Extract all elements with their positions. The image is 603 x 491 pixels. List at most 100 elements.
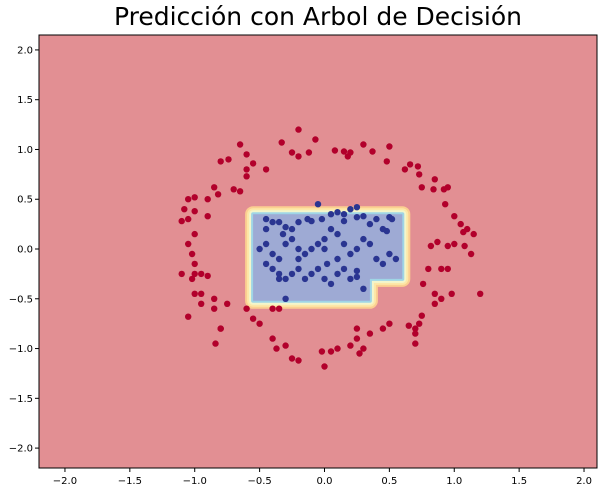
- data-point-class-0: [425, 265, 432, 273]
- data-point-class-1: [340, 240, 348, 248]
- data-point-class-1: [282, 295, 289, 302]
- data-point-class-0: [295, 126, 302, 133]
- data-point-class-0: [383, 158, 390, 165]
- data-point-class-0: [431, 300, 438, 307]
- data-point-class-0: [334, 345, 341, 352]
- data-point-class-0: [434, 238, 441, 246]
- data-point-class-1: [282, 223, 289, 231]
- data-point-class-0: [249, 160, 257, 167]
- data-point-class-0: [273, 345, 280, 352]
- data-point-class-0: [181, 206, 188, 213]
- data-point-class-0: [347, 149, 354, 156]
- data-point-class-0: [360, 345, 367, 352]
- data-point-class-0: [366, 330, 374, 337]
- data-point-class-0: [185, 215, 192, 223]
- data-point-class-0: [340, 148, 348, 155]
- data-point-class-0: [451, 213, 458, 220]
- data-point-class-0: [444, 184, 451, 191]
- data-point-class-0: [305, 149, 313, 156]
- data-point-class-0: [295, 153, 302, 160]
- data-point-class-0: [312, 136, 319, 143]
- data-point-class-0: [204, 213, 211, 220]
- data-point-class-0: [191, 270, 198, 278]
- data-point-class-0: [295, 357, 302, 364]
- data-point-class-0: [321, 363, 328, 370]
- data-point-class-0: [405, 322, 412, 329]
- data-point-class-0: [444, 242, 451, 250]
- data-point-class-1: [321, 235, 328, 243]
- data-point-class-0: [191, 260, 198, 268]
- data-point-class-0: [211, 305, 218, 312]
- data-point-class-0: [185, 313, 192, 320]
- data-point-class-1: [269, 265, 276, 273]
- data-point-class-0: [214, 191, 222, 198]
- y-tick-label: −0.5: [9, 294, 33, 305]
- data-point-class-1: [327, 225, 335, 233]
- data-point-class-0: [243, 305, 250, 312]
- data-point-class-1: [340, 217, 348, 225]
- data-point-class-1: [379, 260, 387, 268]
- data-point-class-1: [275, 270, 283, 278]
- x-tick-label: 1.5: [511, 476, 527, 487]
- data-point-class-1: [334, 209, 341, 216]
- data-point-class-0: [331, 147, 339, 154]
- data-point-class-0: [188, 275, 196, 283]
- data-point-class-1: [314, 265, 322, 273]
- data-point-class-0: [451, 240, 458, 248]
- data-point-class-0: [211, 295, 218, 302]
- data-point-class-0: [461, 242, 468, 250]
- data-point-class-1: [262, 215, 270, 223]
- y-tick-label: −1.0: [9, 344, 33, 355]
- data-point-class-0: [418, 312, 425, 319]
- data-point-class-0: [217, 325, 224, 332]
- data-point-class-0: [412, 340, 419, 347]
- data-point-class-0: [431, 290, 438, 297]
- y-tick-label: 2.0: [17, 45, 33, 56]
- data-point-class-1: [353, 214, 361, 221]
- data-point-class-1: [314, 201, 322, 208]
- y-axis: 2.0 1.5 1.0 0.5 0.0 −0.5 −1.0 −1.5 −2.0: [9, 45, 39, 455]
- data-point-class-1: [295, 265, 302, 273]
- data-point-class-0: [243, 166, 250, 173]
- data-point-class-1: [275, 218, 283, 226]
- data-point-class-1: [318, 215, 326, 223]
- data-point-class-0: [347, 342, 354, 349]
- data-point-class-1: [327, 280, 335, 288]
- data-point-class-1: [373, 255, 380, 263]
- data-point-class-0: [230, 186, 237, 193]
- region-fill: [253, 214, 403, 301]
- data-point-class-1: [308, 217, 315, 225]
- data-point-class-1: [366, 240, 374, 248]
- data-point-class-0: [467, 250, 475, 258]
- data-point-class-0: [444, 265, 451, 273]
- data-point-class-0: [178, 217, 185, 225]
- data-point-class-1: [269, 218, 276, 226]
- data-point-class-1: [288, 225, 296, 233]
- data-point-class-1: [347, 250, 354, 258]
- data-point-class-0: [431, 176, 438, 183]
- data-point-class-1: [353, 273, 361, 281]
- data-point-class-0: [416, 171, 423, 178]
- data-point-class-0: [460, 228, 467, 236]
- data-point-class-1: [275, 255, 283, 263]
- data-point-class-1: [288, 270, 296, 278]
- data-point-class-1: [347, 206, 354, 213]
- data-point-class-1: [353, 267, 361, 275]
- data-point-class-1: [366, 220, 374, 228]
- data-point-class-1: [282, 240, 289, 248]
- data-point-class-0: [225, 156, 232, 163]
- data-point-class-0: [448, 290, 455, 297]
- data-point-class-0: [318, 348, 326, 355]
- data-point-class-0: [327, 348, 335, 355]
- x-tick-label: 2.0: [576, 476, 592, 487]
- data-point-class-0: [204, 272, 211, 280]
- data-point-class-0: [416, 320, 423, 327]
- data-point-class-0: [211, 184, 218, 191]
- data-point-class-0: [185, 240, 192, 248]
- y-tick-label: −2.0: [9, 444, 33, 455]
- data-point-class-1: [314, 240, 322, 248]
- data-point-class-1: [353, 245, 361, 253]
- data-point-class-0: [477, 290, 484, 297]
- data-point-class-1: [308, 270, 315, 278]
